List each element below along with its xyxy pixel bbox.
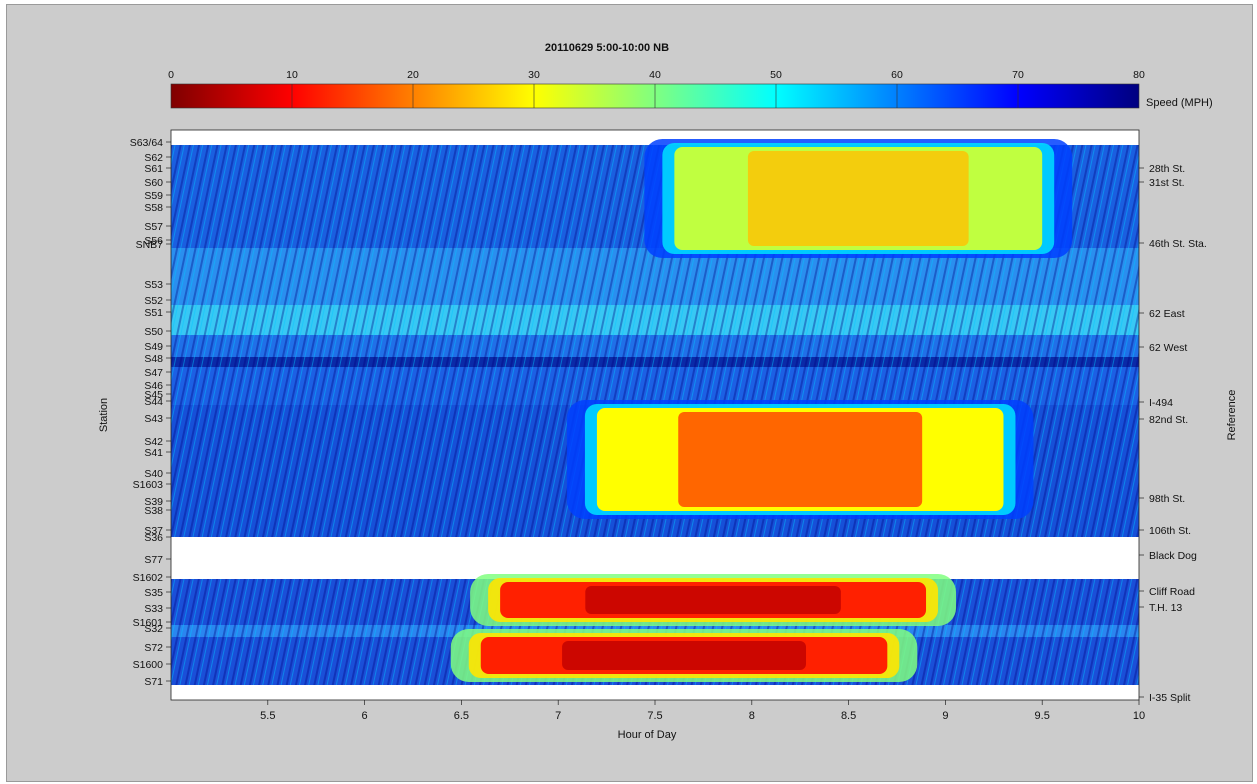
station-label: S43: [144, 413, 163, 425]
station-label: S40: [144, 468, 163, 480]
reference-label: 106th St.: [1149, 525, 1191, 537]
speed-texture: [171, 357, 1139, 367]
station-label: SNB7: [136, 239, 164, 251]
station-label: S61: [144, 163, 163, 175]
no-data-row: [171, 685, 1139, 700]
colorbar-tick-label: 30: [528, 69, 540, 81]
reference-label: I-35 Split: [1149, 692, 1191, 704]
station-label: S48: [144, 353, 163, 365]
speed-heatmap-chart: 20110629 5:00-10:00 NB 0 10 20 30 40 50 60 70 80…: [98, 42, 1238, 741]
station-label: S44: [144, 396, 163, 408]
station-label: S1600: [133, 659, 164, 671]
speed-texture: [171, 367, 1139, 405]
reference-label: I-494: [1149, 397, 1173, 409]
hour-tick-label: 9: [942, 710, 948, 722]
station-label: S33: [144, 603, 163, 615]
colorbar-ticks: 0 10 20 30 40 50 60 70 80: [168, 69, 1145, 108]
station-label: S38: [144, 505, 163, 517]
reference-label: Cliff Road: [1149, 586, 1195, 598]
station-label: S71: [144, 676, 163, 688]
reference-label: 31st St.: [1149, 177, 1185, 189]
hour-tick-label: 7: [555, 710, 561, 722]
reference-label: 82nd St.: [1149, 414, 1188, 426]
station-label: S62: [144, 152, 163, 164]
station-label: S35: [144, 587, 163, 599]
station-label: S59: [144, 190, 163, 202]
congestion-worst: [747, 151, 969, 246]
colorbar-tick-label: 80: [1133, 69, 1145, 81]
station-label: S32: [144, 623, 163, 635]
hour-tick-label: 6: [362, 710, 368, 722]
congestion-worst: [678, 412, 923, 507]
station-label: S1601: [133, 617, 164, 629]
reference-label: 62 West: [1149, 342, 1187, 354]
hour-axis: 5.5 6 6.5 7 7.5 8 8.5 9 9.5 10: [260, 700, 1145, 722]
hour-tick-label: 9.5: [1035, 710, 1050, 722]
reference-label: 46th St. Sta.: [1149, 238, 1207, 250]
station-label: S47: [144, 367, 163, 379]
reference-label: 98th St.: [1149, 493, 1185, 505]
station-label: S72: [144, 642, 163, 654]
hour-tick-label: 8: [749, 710, 755, 722]
station-label: S36: [144, 532, 163, 544]
colorbar-tick-label: 20: [407, 69, 419, 81]
station-label: S37: [144, 525, 163, 537]
reference-axis: 28th St. 31st St. 46th St. Sta. 62 East 62 W…: [1139, 163, 1207, 704]
hour-tick-label: 6.5: [454, 710, 469, 722]
speed-texture: [171, 335, 1139, 357]
station-label: S39: [144, 496, 163, 508]
x-axis-label: Hour of Day: [618, 729, 677, 741]
y-axis-label: Station: [98, 398, 110, 432]
hour-tick-label: 5.5: [260, 710, 275, 722]
hour-tick-label: 8.5: [841, 710, 856, 722]
colorbar: 0 10 20 30 40 50 60 70 80 Speed (MPH): [168, 69, 1213, 109]
speed-texture: [171, 305, 1139, 335]
colorbar-tick-label: 0: [168, 69, 174, 81]
reference-label: 28th St.: [1149, 163, 1185, 175]
figure-frame: 20110629 5:00-10:00 NB 0 10 20 30 40 50 60 70 80…: [6, 4, 1253, 782]
colorbar-label: Speed (MPH): [1146, 97, 1213, 109]
reference-label: 62 East: [1149, 308, 1185, 320]
station-label: S60: [144, 177, 163, 189]
plot-area: [170, 129, 1140, 701]
station-label: S45: [144, 389, 163, 401]
chart-title: 20110629 5:00-10:00 NB: [545, 42, 669, 54]
y2-axis-label: Reference: [1226, 390, 1238, 441]
station-label: S77: [144, 554, 163, 566]
station-label: S58: [144, 202, 163, 214]
station-label: S53: [144, 279, 163, 291]
station-label: S56: [144, 235, 163, 247]
colorbar-tick-label: 10: [286, 69, 298, 81]
colorbar-tick-label: 60: [891, 69, 903, 81]
congestion-worst: [585, 586, 841, 614]
station-label: S57: [144, 221, 163, 233]
colorbar-tick-label: 40: [649, 69, 661, 81]
congestion-worst: [562, 641, 807, 670]
reference-label: Black Dog: [1149, 550, 1197, 562]
station-label: S51: [144, 307, 163, 319]
hour-tick-label: 7.5: [647, 710, 662, 722]
station-label: S63/64: [130, 137, 163, 149]
station-label: S46: [144, 380, 163, 392]
station-label: S42: [144, 436, 163, 448]
station-label: S1602: [133, 572, 164, 584]
colorbar-tick-label: 50: [770, 69, 782, 81]
colorbar-tick-label: 70: [1012, 69, 1024, 81]
station-label: S50: [144, 326, 163, 338]
hour-tick-label: 10: [1133, 710, 1145, 722]
no-data-row: [171, 537, 1139, 579]
station-label: S52: [144, 295, 163, 307]
reference-label: T.H. 13: [1149, 602, 1182, 614]
station-label: S49: [144, 341, 163, 353]
station-label: S1603: [133, 479, 164, 491]
station-label: S41: [144, 447, 163, 459]
